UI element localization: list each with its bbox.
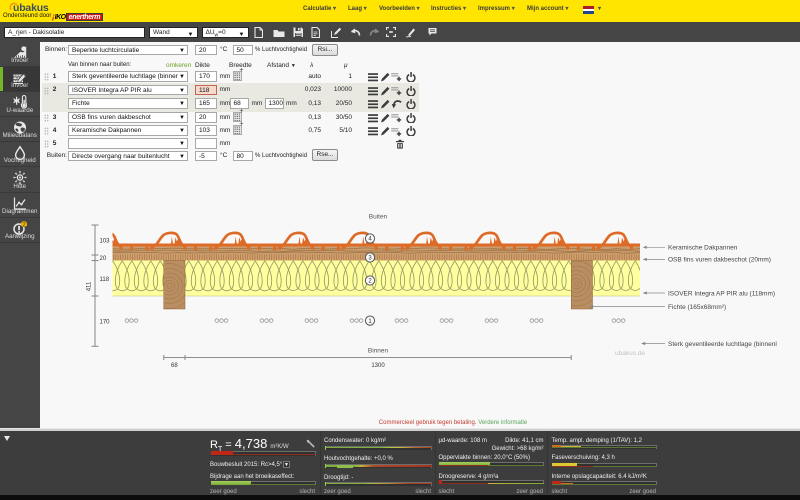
svg-text:ISOVER Integra AP PIR alu (118: ISOVER Integra AP PIR alu (118mm) (668, 290, 775, 297)
svg-text:OSB fins vuren dakbeschot (20m: OSB fins vuren dakbeschot (20mm) (668, 257, 771, 264)
svg-text:Keramische Dakpannen: Keramische Dakpannen (668, 245, 738, 252)
svg-text:Sterk geventileerde luchtlage: Sterk geventileerde luchtlage (binnenl (668, 341, 777, 348)
svg-text:1300: 1300 (371, 363, 385, 369)
svg-text:1: 1 (368, 319, 372, 325)
svg-text:411: 411 (87, 281, 93, 291)
svg-text:ubakus.de: ubakus.de (615, 350, 645, 357)
svg-text:103: 103 (100, 239, 111, 245)
svg-text:68: 68 (171, 363, 178, 369)
svg-text:2: 2 (22, 222, 26, 228)
svg-text:2: 2 (368, 279, 372, 285)
svg-text:20: 20 (100, 256, 107, 262)
svg-text:3: 3 (368, 256, 372, 262)
svg-text:Buiten: Buiten (369, 214, 388, 221)
svg-text:170: 170 (100, 320, 111, 326)
svg-text:4: 4 (368, 237, 372, 243)
svg-text:Binnen: Binnen (368, 348, 389, 355)
svg-text:118: 118 (100, 277, 110, 283)
svg-text:Fichte (165x68mm²): Fichte (165x68mm²) (668, 304, 726, 311)
